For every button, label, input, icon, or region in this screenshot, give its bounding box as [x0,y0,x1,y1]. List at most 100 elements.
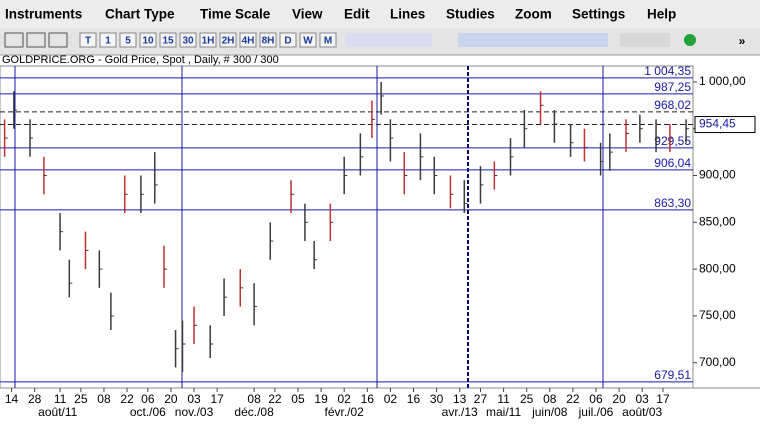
y-tick-label: 900,00 [699,168,736,182]
toolbar-button[interactable] [179,32,197,48]
month-label: mai/11 [486,405,521,419]
month-label: août/11 [38,405,77,419]
menu-bar [0,0,760,28]
month-label: juil./06 [578,405,614,419]
menu-item[interactable]: Studies [446,7,495,22]
y-tick-label: 800,00 [699,261,736,275]
x-tick-label: 22 [566,392,580,406]
toolbar-button[interactable] [199,32,217,48]
toolbar-label[interactable]: 4H [242,36,255,47]
toolbar-button[interactable] [319,32,337,48]
x-tick-label: 28 [28,392,42,406]
level-label: 1 004,35 [644,64,691,78]
toolbar-label[interactable]: 10 [142,36,154,47]
toolbar-label[interactable]: M [324,36,332,47]
x-tick-label: 17 [210,392,224,406]
toolbar-label[interactable]: 1 [105,36,111,47]
level-label: 968,02 [654,98,691,112]
x-tick-label: 22 [120,392,134,406]
toolbar-button[interactable] [259,32,277,48]
menu-item[interactable]: Help [647,7,676,22]
menu-item[interactable]: Zoom [515,7,552,22]
icon [4,32,24,48]
toolbar-label[interactable]: D [284,36,291,47]
plot-area [0,65,694,389]
level-label: 863,30 [654,196,691,210]
toolbar-button[interactable] [99,32,117,48]
level-label: 929,55 [654,134,691,148]
x-tick-label: 02 [338,392,352,406]
x-tick-label: 11 [497,392,510,406]
y-tick-label: 1 000,00 [699,74,746,88]
level-label: 906,04 [654,156,691,170]
x-tick-label: 08 [247,392,261,406]
icon-group [620,33,670,47]
toolbar-button[interactable] [139,32,157,48]
current-price-box [694,116,756,134]
x-tick-label: 06 [589,392,603,406]
x-tick-label: 02 [384,392,398,406]
level-label: 679,51 [654,368,691,382]
x-tick-label: 25 [520,392,534,406]
month-label: févr./02 [325,405,365,419]
x-tick-label: 14 [5,392,19,406]
toolbar-button[interactable] [219,32,237,48]
menu-item[interactable]: Chart Type [105,7,175,22]
toolbar-label[interactable]: T [85,36,91,47]
toolbar-button[interactable] [279,32,297,48]
icon [684,34,696,46]
toolbar-label[interactable]: W [303,36,313,47]
x-tick-label: 16 [361,392,375,406]
menu-item[interactable]: Lines [390,7,425,22]
icon [26,32,46,48]
toolbar-button[interactable] [159,32,177,48]
y-tick-label: 750,00 [699,308,736,322]
month-label: nov./03 [175,405,214,419]
icon [48,32,68,48]
x-tick-label: 25 [74,392,88,406]
month-label: oct./06 [130,405,166,419]
toolbar-label[interactable]: 2H [222,36,235,47]
more-button[interactable]: » [739,34,746,48]
month-label: juin/08 [531,405,568,419]
current-price-label: 954,45 [699,117,736,131]
icon-group [346,33,432,47]
toolbar-label[interactable]: 30 [182,36,194,47]
x-tick-label: 03 [187,392,201,406]
x-tick-label: 17 [656,392,670,406]
menu-item[interactable]: Edit [344,7,370,22]
x-tick-label: 27 [474,392,488,406]
x-tick-label: 08 [97,392,111,406]
icon-group [458,33,608,47]
x-tick-label: 19 [314,392,328,406]
x-tick-label: 13 [453,392,467,406]
x-tick-label: 20 [612,392,626,406]
month-label: avr./13 [442,405,478,419]
chart-title: GOLDPRICE.ORG - Gold Price, Spot , Daily… [2,54,279,66]
menu-item[interactable]: Instruments [5,7,82,22]
month-label: déc./08 [234,405,274,419]
toolbar-button[interactable] [299,32,317,48]
x-tick-label: 03 [636,392,650,406]
toolbar-button[interactable] [239,32,257,48]
toolbar-button[interactable] [79,32,97,48]
menu-item[interactable]: View [292,7,323,22]
toolbar-label[interactable]: 8H [262,36,275,47]
menu-item[interactable]: Time Scale [200,7,271,22]
toolbar-label[interactable]: 5 [125,36,131,47]
x-tick-label: 16 [407,392,421,406]
x-tick-label: 05 [291,392,305,406]
month-label: août/03 [622,405,662,419]
toolbar-icons [4,32,696,48]
level-label: 987,25 [654,80,691,94]
x-tick-label: 30 [430,392,444,406]
toolbar-label[interactable]: 1H [202,36,215,47]
y-tick-label: 850,00 [699,214,736,228]
toolbar-button[interactable] [119,32,137,48]
menu-item[interactable]: Settings [572,7,625,22]
y-tick-label: 700,00 [699,355,736,369]
x-tick-label: 22 [268,392,282,406]
x-tick-label: 08 [543,392,557,406]
toolbar-label[interactable]: 15 [162,36,174,47]
